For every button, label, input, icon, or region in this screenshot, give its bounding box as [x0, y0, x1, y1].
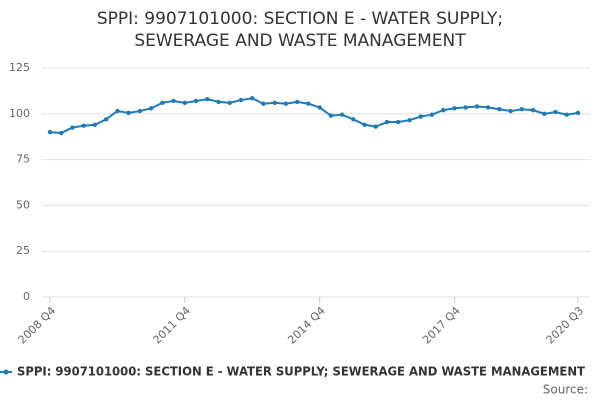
data-point [103, 117, 109, 122]
chart-title: SPPI: 9907101000: SECTION E - WATER SUPP… [96, 9, 504, 51]
data-point [115, 108, 120, 114]
x-tick-label: 2020 Q3 [544, 304, 587, 347]
data-point [182, 100, 188, 106]
legend-label: SPPI: 9907101000: SECTION E - WATER SUPP… [17, 365, 586, 379]
data-point [47, 129, 53, 135]
data-point [193, 98, 199, 104]
data-point [148, 106, 154, 111]
x-tick-label: 2008 Q4 [16, 304, 59, 347]
y-tick-label: 50 [16, 198, 30, 211]
data-point [238, 97, 244, 103]
data-point [160, 100, 165, 106]
data-point [463, 105, 468, 110]
data-point [205, 96, 210, 102]
x-tick-label: 2011 Q4 [151, 304, 194, 347]
y-tick-label: 125 [9, 61, 30, 74]
data-point [452, 106, 457, 111]
data-point [553, 109, 558, 115]
data-point [564, 112, 569, 117]
data-point [283, 101, 289, 106]
data-point [294, 99, 300, 105]
data-point [396, 119, 401, 125]
legend-marker [3, 369, 9, 375]
y-tick-label: 0 [23, 290, 30, 303]
data-point [250, 96, 255, 101]
data-point [362, 122, 367, 127]
data-point [272, 100, 277, 106]
data-point [440, 107, 446, 113]
data-point [306, 101, 311, 106]
data-point [429, 112, 435, 117]
data-point [339, 112, 345, 117]
data-point [81, 123, 86, 128]
data-point [474, 104, 480, 109]
data-point [519, 107, 525, 112]
data-point [418, 114, 423, 119]
y-tick-label: 75 [16, 153, 30, 166]
data-point [508, 108, 513, 114]
data-point [216, 99, 221, 105]
data-point [351, 117, 356, 122]
data-point [373, 124, 378, 129]
data-point [171, 98, 176, 104]
x-tick-label: 2014 Q4 [285, 304, 328, 347]
data-point [497, 107, 502, 112]
y-tick-label: 100 [9, 107, 30, 120]
data-point [92, 122, 98, 127]
data-point [137, 108, 143, 114]
data-point [328, 113, 334, 118]
data-point [261, 101, 266, 106]
data-point [317, 105, 322, 110]
data-point [59, 130, 64, 136]
y-tick-label: 25 [16, 244, 30, 257]
data-point [407, 118, 412, 123]
x-tick-label: 2017 Q4 [420, 304, 463, 347]
data-point [227, 100, 232, 106]
data-point [485, 105, 491, 110]
data-point [70, 125, 75, 130]
series-line [49, 97, 579, 135]
data-point [542, 111, 547, 117]
data-point [126, 110, 131, 116]
data-point [575, 110, 581, 116]
data-point [384, 119, 390, 125]
source-label: Source: [543, 383, 588, 397]
data-point [530, 107, 536, 113]
